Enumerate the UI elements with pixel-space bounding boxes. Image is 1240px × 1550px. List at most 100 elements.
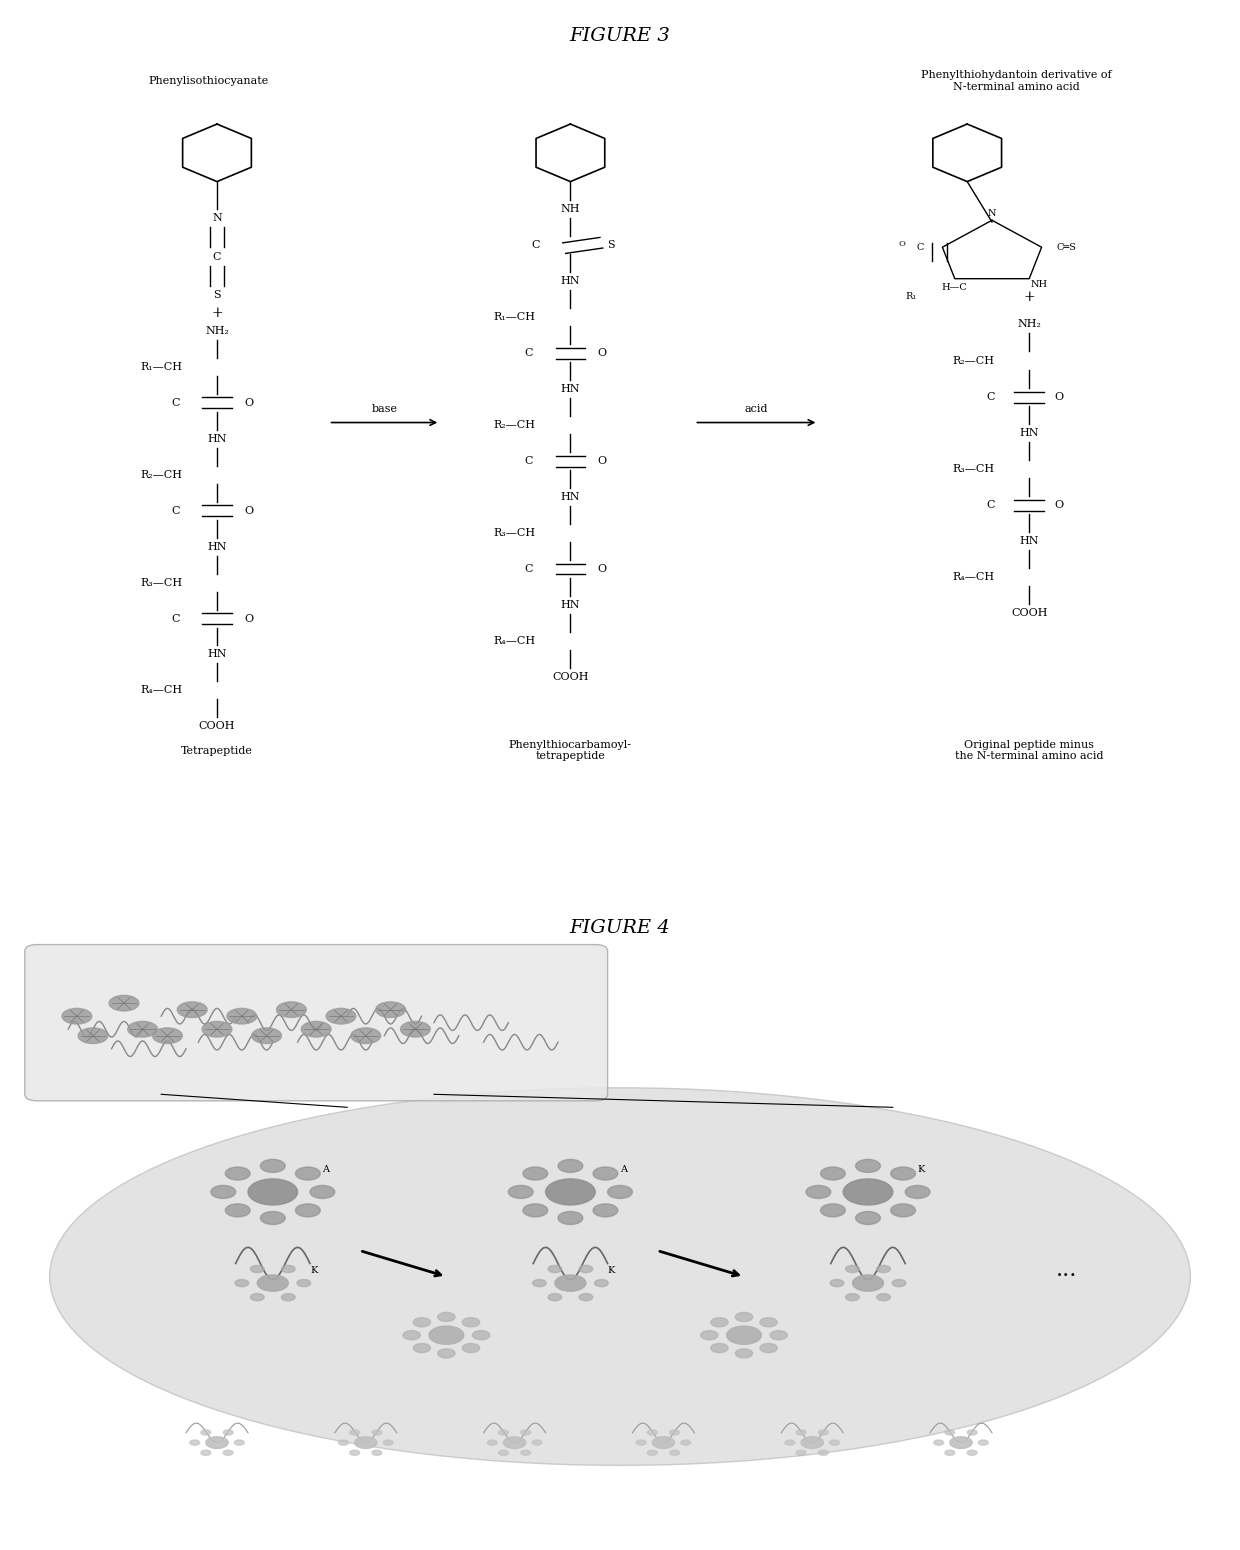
Text: COOH: COOH (552, 673, 589, 682)
Circle shape (711, 1344, 728, 1353)
Circle shape (250, 1294, 264, 1300)
Text: R₂—CH: R₂—CH (494, 420, 536, 431)
Circle shape (190, 1440, 200, 1445)
Circle shape (503, 1437, 526, 1448)
Circle shape (735, 1313, 753, 1322)
Text: NH₂: NH₂ (1017, 319, 1042, 329)
Circle shape (109, 995, 139, 1011)
Circle shape (403, 1330, 420, 1339)
Text: R₃—CH: R₃—CH (494, 529, 536, 538)
Circle shape (670, 1451, 680, 1455)
Text: R₁: R₁ (905, 291, 918, 301)
Text: O: O (1054, 501, 1063, 510)
Circle shape (355, 1437, 377, 1448)
Circle shape (487, 1440, 497, 1445)
Text: C: C (213, 253, 221, 262)
Circle shape (735, 1348, 753, 1358)
Text: C: C (171, 614, 180, 623)
Text: C: C (525, 456, 533, 467)
Circle shape (234, 1440, 244, 1445)
Circle shape (177, 1001, 207, 1017)
Circle shape (647, 1451, 657, 1455)
Text: C: C (171, 505, 180, 516)
Circle shape (523, 1167, 548, 1180)
Text: HN: HN (560, 384, 580, 394)
Circle shape (383, 1440, 393, 1445)
Text: A: A (322, 1164, 330, 1173)
Circle shape (856, 1159, 880, 1172)
Circle shape (223, 1451, 233, 1455)
Text: base: base (372, 405, 397, 414)
Text: N: N (988, 209, 996, 217)
Text: R₄—CH: R₄—CH (140, 685, 182, 696)
Text: C: C (916, 243, 924, 251)
Text: Phenylisothiocyanate: Phenylisothiocyanate (149, 76, 269, 85)
Text: HN: HN (207, 541, 227, 552)
Circle shape (945, 1451, 955, 1455)
Circle shape (796, 1429, 806, 1435)
Circle shape (351, 1028, 381, 1043)
Circle shape (843, 1180, 893, 1204)
Circle shape (260, 1212, 285, 1225)
Circle shape (830, 1279, 843, 1286)
Text: S: S (608, 240, 615, 251)
Circle shape (890, 1204, 915, 1217)
Circle shape (202, 1021, 232, 1037)
Text: COOH: COOH (1011, 608, 1048, 618)
Text: HN: HN (560, 493, 580, 502)
Circle shape (608, 1186, 632, 1198)
Circle shape (78, 1028, 108, 1043)
Circle shape (350, 1429, 360, 1435)
Circle shape (967, 1451, 977, 1455)
Circle shape (818, 1429, 828, 1435)
Text: O: O (598, 349, 606, 358)
Text: C═S: C═S (1056, 243, 1076, 251)
Circle shape (438, 1348, 455, 1358)
Circle shape (579, 1265, 593, 1273)
Circle shape (523, 1204, 548, 1217)
Text: Phenylthiohydantoin derivative of
N-terminal amino acid: Phenylthiohydantoin derivative of N-term… (921, 70, 1112, 91)
Circle shape (846, 1294, 859, 1300)
Circle shape (521, 1451, 531, 1455)
Circle shape (830, 1440, 839, 1445)
Text: S: S (213, 290, 221, 299)
Circle shape (532, 1440, 542, 1445)
Circle shape (498, 1451, 508, 1455)
Circle shape (558, 1159, 583, 1172)
Circle shape (877, 1265, 890, 1273)
Circle shape (521, 1429, 531, 1435)
Circle shape (413, 1344, 430, 1353)
Circle shape (892, 1279, 906, 1286)
Circle shape (350, 1451, 360, 1455)
Text: HN: HN (560, 276, 580, 287)
Circle shape (498, 1429, 508, 1435)
Circle shape (821, 1167, 846, 1180)
Circle shape (372, 1429, 382, 1435)
Circle shape (806, 1186, 831, 1198)
Circle shape (260, 1159, 285, 1172)
Circle shape (236, 1279, 248, 1286)
Text: K: K (918, 1164, 925, 1173)
Text: HN: HN (1019, 428, 1039, 439)
Text: N: N (212, 214, 222, 223)
Circle shape (281, 1265, 295, 1273)
Text: R₃—CH: R₃—CH (140, 578, 182, 587)
Text: O: O (244, 398, 253, 408)
Circle shape (701, 1330, 718, 1339)
Circle shape (905, 1186, 930, 1198)
Circle shape (647, 1429, 657, 1435)
Text: R₂—CH: R₂—CH (140, 470, 182, 479)
Circle shape (556, 1276, 585, 1291)
Circle shape (201, 1451, 211, 1455)
Circle shape (211, 1186, 236, 1198)
Circle shape (760, 1318, 777, 1327)
Circle shape (593, 1167, 618, 1180)
Circle shape (558, 1212, 583, 1225)
Text: acid: acid (745, 405, 768, 414)
Circle shape (950, 1437, 972, 1448)
Text: K: K (608, 1265, 615, 1274)
Circle shape (760, 1344, 777, 1353)
Text: NH₂: NH₂ (205, 326, 229, 336)
Circle shape (508, 1186, 533, 1198)
Circle shape (945, 1429, 955, 1435)
